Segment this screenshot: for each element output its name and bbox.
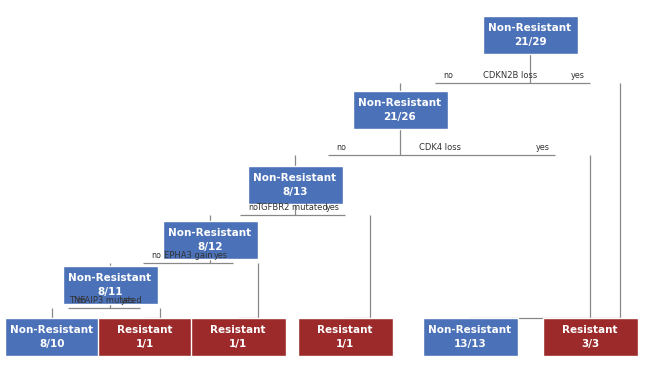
FancyBboxPatch shape (543, 318, 638, 356)
Text: Non-Resistant
8/13: Non-Resistant 8/13 (254, 173, 337, 196)
Text: Non-Resistant
21/29: Non-Resistant 21/29 (488, 23, 571, 46)
Text: Non-Resistant
21/26: Non-Resistant 21/26 (358, 99, 441, 122)
Text: yes: yes (536, 143, 550, 152)
Text: EPHA3 gain: EPHA3 gain (164, 251, 213, 260)
Text: no: no (248, 203, 258, 212)
FancyBboxPatch shape (298, 318, 393, 356)
FancyBboxPatch shape (98, 318, 192, 356)
Text: CDK4 loss: CDK4 loss (419, 143, 461, 152)
Text: Resistant
1/1: Resistant 1/1 (117, 326, 173, 349)
FancyBboxPatch shape (248, 166, 343, 204)
Text: Non-Resistant
13/13: Non-Resistant 13/13 (428, 326, 512, 349)
Text: yes: yes (326, 203, 340, 212)
FancyBboxPatch shape (62, 266, 157, 304)
Text: Non-Resistant
8/10: Non-Resistant 8/10 (10, 326, 94, 349)
Text: Non-Resistant
8/12: Non-Resistant 8/12 (168, 228, 252, 251)
FancyBboxPatch shape (422, 318, 517, 356)
Text: TNFAIP3 mutated: TNFAIP3 mutated (69, 296, 141, 305)
Text: no: no (443, 71, 453, 80)
FancyBboxPatch shape (5, 318, 99, 356)
Text: no: no (151, 251, 161, 260)
Text: yes: yes (121, 296, 135, 305)
FancyBboxPatch shape (482, 16, 577, 54)
FancyBboxPatch shape (190, 318, 285, 356)
Text: Resistant
1/1: Resistant 1/1 (317, 326, 372, 349)
Text: Resistant
3/3: Resistant 3/3 (562, 326, 618, 349)
Text: no: no (336, 143, 346, 152)
Text: TGFBR2 mutated: TGFBR2 mutated (256, 203, 328, 212)
Text: CDKN2B loss: CDKN2B loss (483, 71, 537, 80)
FancyBboxPatch shape (352, 91, 447, 129)
Text: Non-Resistant
8/11: Non-Resistant 8/11 (68, 273, 151, 296)
Text: yes: yes (214, 251, 228, 260)
FancyBboxPatch shape (162, 221, 257, 259)
Text: no: no (76, 296, 86, 305)
Text: Resistant
1/1: Resistant 1/1 (210, 326, 266, 349)
Text: yes: yes (571, 71, 585, 80)
